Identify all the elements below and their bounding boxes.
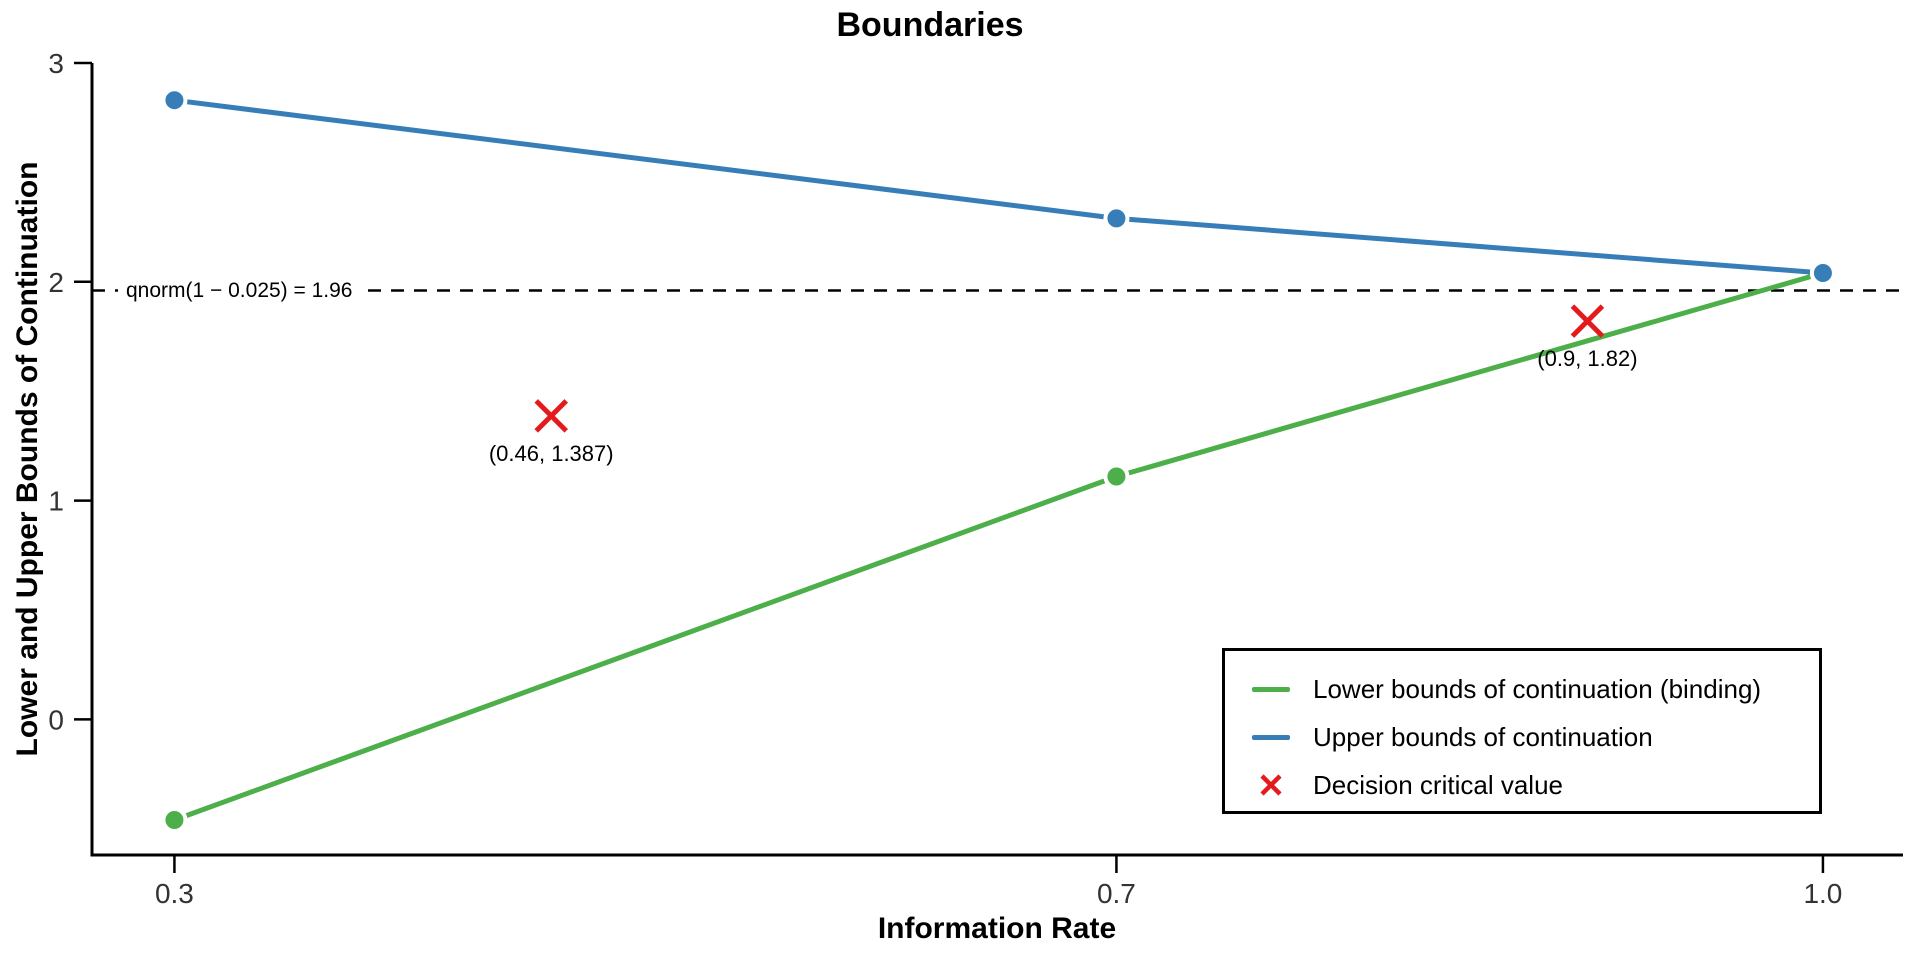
decision-x-marker	[534, 399, 568, 433]
x-tick-label: 0.3	[155, 878, 194, 909]
legend-item-lower-bounds: Lower bounds of continuation (binding)	[1251, 665, 1819, 713]
legend: Lower bounds of continuation (binding) U…	[1222, 648, 1822, 814]
upper-bounds-line-point	[1103, 205, 1130, 232]
upper-bounds-line-swatch	[1252, 734, 1290, 740]
upper-bounds-line-point	[161, 87, 188, 114]
legend-label-upper-bounds: Upper bounds of continuation	[1313, 721, 1653, 752]
legend-label-decision-critical-value: Decision critical value	[1313, 769, 1563, 800]
lower-bounds-line-swatch	[1252, 686, 1290, 692]
y-tick-label: 3	[48, 48, 64, 79]
legend-item-upper-bounds: Upper bounds of continuation	[1251, 713, 1819, 761]
decision-point-label-1: (0.46, 1.387)	[488, 440, 614, 466]
lower-bounds-line-point	[1103, 463, 1130, 490]
y-tick-label: 1	[48, 486, 64, 517]
y-tick-label: 0	[48, 704, 64, 735]
legend-item-decision-critical-value: Decision critical value	[1251, 761, 1819, 809]
chart-title: Boundaries	[836, 6, 1024, 44]
y-axis-title: Lower and Upper Bounds of Continuation	[11, 161, 44, 757]
decision-x-marker	[1570, 304, 1605, 338]
legend-label-lower-bounds: Lower bounds of continuation (binding)	[1313, 673, 1762, 704]
reference-line-label: qnorm(1 − 0.025) = 1.96	[118, 276, 361, 305]
x-axis-title: Information Rate	[877, 912, 1117, 945]
legend-swatch-slot	[1251, 768, 1291, 802]
lower-bounds-line-point	[161, 806, 188, 833]
upper-bounds-line	[171, 97, 1826, 276]
x-marker-icon	[1260, 774, 1282, 796]
legend-swatch-slot	[1251, 734, 1291, 740]
legend-swatch-slot	[1251, 686, 1291, 692]
x-tick-label: 1.0	[1803, 878, 1842, 909]
upper-bounds-line-point	[1809, 260, 1836, 287]
y-tick-label: 2	[48, 267, 64, 298]
decision-point-label-2: (0.9, 1.82)	[1537, 346, 1638, 372]
x-tick-label: 0.7	[1097, 878, 1136, 909]
